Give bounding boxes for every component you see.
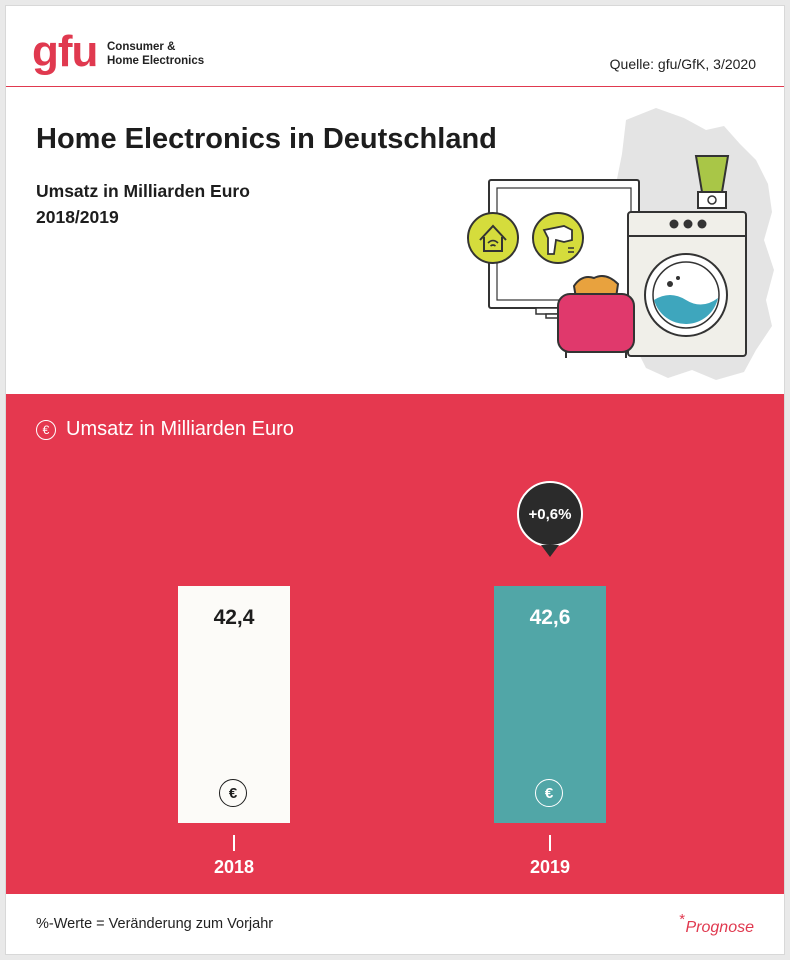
prognose-text: Prognose [685, 919, 755, 936]
euro-icon: € [219, 779, 247, 807]
subtitle-line-1: Umsatz in Milliarden Euro [36, 181, 250, 201]
asterisk: * [678, 911, 685, 928]
source-text: Quelle: gfu/GfK, 3/2020 [609, 56, 756, 72]
chart-section: € Umsatz in Milliarden Euro 42,4 € 42,6 … [6, 394, 784, 894]
bar-2018: 42,4 € [178, 586, 290, 823]
header: gfu Consumer & Home Electronics Quelle: … [6, 6, 784, 87]
logo-line-1: Consumer & [107, 41, 176, 53]
change-bubble: +0,6% [517, 481, 583, 547]
toaster-icon [557, 275, 635, 358]
prognose-note: *Prognose [679, 911, 754, 937]
euro-icon: € [36, 419, 56, 440]
infographic-frame: gfu Consumer & Home Electronics Quelle: … [5, 5, 785, 955]
blender-icon [694, 155, 730, 209]
subtitle-line-2: 2018/2019 [36, 207, 119, 227]
bar-label-2019: 42,6 [529, 606, 571, 629]
tick-2019 [549, 835, 551, 851]
section-label: € Umsatz in Milliarden Euro [36, 418, 294, 441]
logo-subtitle: Consumer & Home Electronics [107, 40, 204, 68]
bar-2019: 42,6 € [494, 586, 606, 823]
smart-home-icon [467, 212, 519, 264]
logo-line-2: Home Electronics [107, 55, 205, 67]
bar-label-2018: 42,4 [213, 606, 255, 629]
page-subtitle: Umsatz in Milliarden Euro 2018/2019 [36, 178, 250, 230]
washing-machine-icon [627, 211, 747, 357]
footer-note: %-Werte = Veränderung zum Vorjahr [36, 916, 274, 932]
tick-label-2019: 2019 [529, 857, 571, 877]
tick-2018 [233, 835, 235, 851]
gfu-logo: gfu [32, 27, 98, 76]
section-label-text: Umsatz in Milliarden Euro [66, 418, 294, 440]
change-bubble-tail [541, 545, 559, 557]
euro-icon: € [535, 779, 563, 807]
tick-label-2018: 2018 [213, 857, 255, 877]
page-title: Home Electronics in Deutschland [36, 123, 497, 155]
hair-dryer-icon [532, 212, 584, 264]
appliances-illustration [467, 108, 774, 380]
